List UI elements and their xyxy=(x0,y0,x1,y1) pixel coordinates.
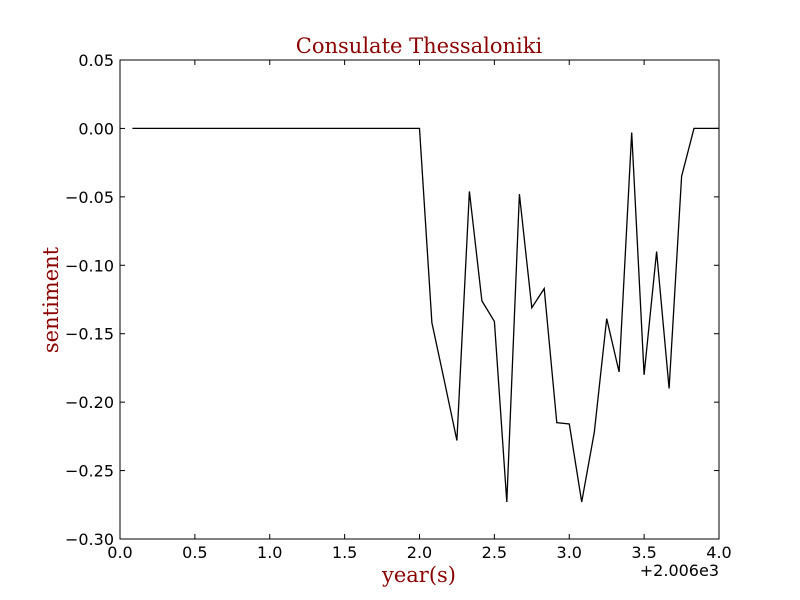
x-tick-label: 1.5 xyxy=(332,543,357,562)
x-tick-label: 1.0 xyxy=(257,543,282,562)
plot-frame xyxy=(119,59,720,540)
series-line xyxy=(132,127,719,503)
x-tick-label: 3.0 xyxy=(557,543,582,562)
x-tick-label: 4.0 xyxy=(706,543,731,562)
x-tick-label: 3.5 xyxy=(631,543,656,562)
x-tick-label: 2.5 xyxy=(482,543,507,562)
y-tick-label: −0.15 xyxy=(65,325,114,344)
y-tick-label: −0.10 xyxy=(65,256,114,275)
x-axis-label: year(s) xyxy=(381,563,456,587)
y-tick-label: −0.05 xyxy=(65,188,114,207)
y-tick-label: 0.00 xyxy=(78,119,114,138)
series-group xyxy=(132,127,719,503)
axis-ticks: 0.0 0.5 1.0 1.5 2.0 2.5 3.0 3.5 4.0 0.05 0.00 −0.05… xyxy=(65,51,732,562)
x-offset-label: +2.006e3 xyxy=(640,561,719,580)
y-tick-label: 0.05 xyxy=(78,51,114,70)
x-tick-label: 0.5 xyxy=(182,543,207,562)
y-tick-label: −0.20 xyxy=(65,393,114,412)
x-tick-label: 2.0 xyxy=(407,543,432,562)
x-tick-label: 0.0 xyxy=(107,543,132,562)
y-axis-label: sentiment xyxy=(39,246,63,353)
y-tick-label: −0.30 xyxy=(65,530,114,549)
chart-title: Consulate Thessaloniki xyxy=(296,34,543,58)
y-tick-label: −0.25 xyxy=(65,462,114,481)
